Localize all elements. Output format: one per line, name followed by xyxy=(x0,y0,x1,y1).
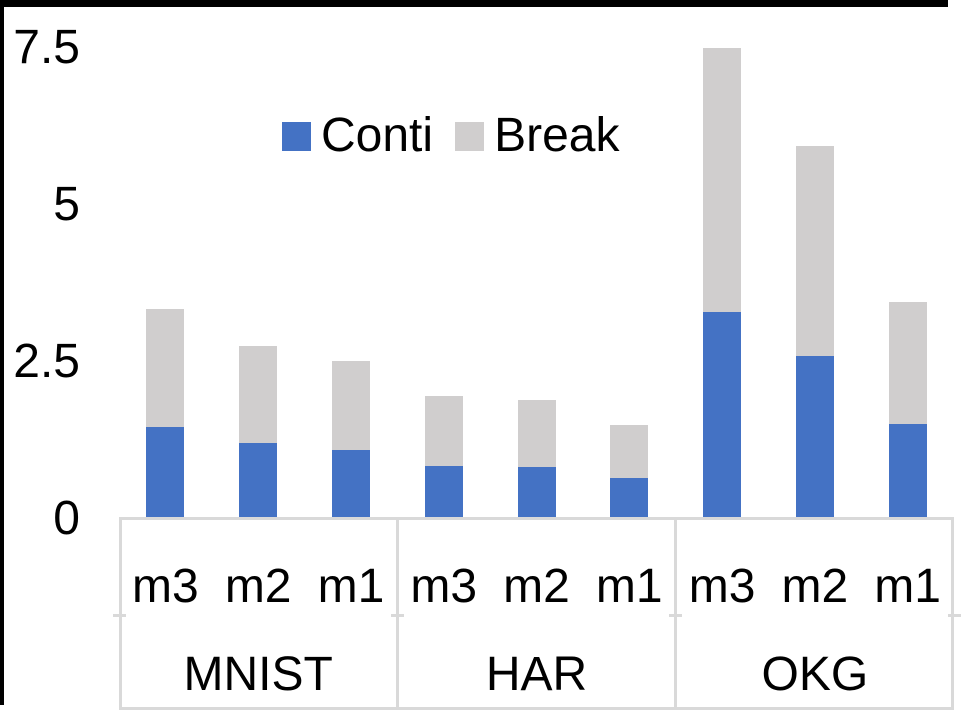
bar-segment-conti xyxy=(424,465,463,517)
y-tick-label: 2.5 xyxy=(13,334,80,388)
bar-segment-conti xyxy=(888,424,927,517)
bar-segment-conti xyxy=(331,449,370,517)
legend-label-conti: Conti xyxy=(321,109,434,162)
category-label-m3: m3 xyxy=(132,560,199,613)
category-label-m1: m1 xyxy=(317,560,385,613)
axis-level-tick xyxy=(669,614,683,617)
frame-top-border xyxy=(0,0,948,7)
legend: Conti Break xyxy=(282,112,641,160)
category-label-m2: m2 xyxy=(224,560,292,613)
bar-segment-break xyxy=(146,309,185,428)
bar-segment-break xyxy=(239,345,278,443)
bar-segment-break xyxy=(517,399,556,467)
axis-level-tick xyxy=(947,614,961,617)
legend-swatch-conti xyxy=(282,121,311,151)
category-axis-box xyxy=(119,517,954,710)
y-tick-label: 5 xyxy=(53,177,80,231)
bar-segment-conti xyxy=(703,312,742,517)
y-tick-label: 0 xyxy=(53,491,80,545)
bar-segment-break xyxy=(424,396,463,466)
bar-segment-break xyxy=(888,302,927,425)
legend-item-break: Break xyxy=(455,112,619,160)
category-label-m2: m2 xyxy=(503,560,570,613)
bar-segment-conti xyxy=(146,427,185,517)
y-tick-label: 7.5 xyxy=(13,20,80,74)
axis-level-tick xyxy=(390,614,404,617)
bar-segment-conti xyxy=(239,442,278,517)
category-label-m3: m3 xyxy=(410,560,478,613)
category-label-m2: m2 xyxy=(781,560,849,613)
group-label-okg: OKG xyxy=(761,648,869,701)
legend-label-break: Break xyxy=(494,109,620,162)
category-label-m1: m1 xyxy=(595,560,663,613)
category-group-divider xyxy=(674,517,678,710)
bar-segment-break xyxy=(703,47,742,313)
bar-segment-conti xyxy=(517,466,556,517)
legend-item-conti: Conti xyxy=(282,112,433,160)
axis-level-tick xyxy=(112,614,126,617)
frame-left-border xyxy=(0,0,4,705)
bar-segment-break xyxy=(331,361,370,450)
category-group-divider xyxy=(395,517,399,710)
legend-swatch-break xyxy=(455,121,485,151)
category-label-m1: m1 xyxy=(874,560,941,613)
group-label-har: HAR xyxy=(485,648,588,701)
bar-segment-break xyxy=(610,425,649,479)
bar-segment-break xyxy=(795,146,834,357)
bar-segment-conti xyxy=(610,478,649,517)
bar-segment-conti xyxy=(795,356,834,517)
category-label-m3: m3 xyxy=(688,560,756,613)
group-label-mnist: MNIST xyxy=(183,648,333,701)
